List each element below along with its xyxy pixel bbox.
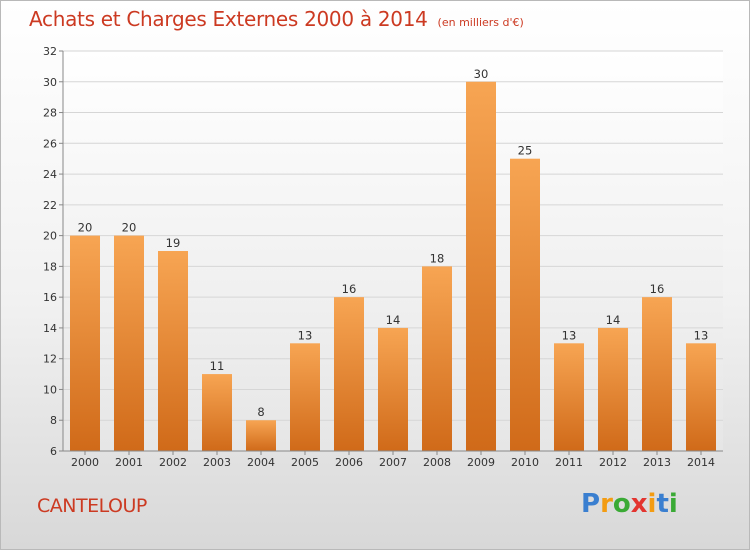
bar-value-label: 14 [386,313,401,327]
x-tick-label: 2014 [687,456,715,469]
bar-2014 [686,343,716,451]
bar-2012 [598,327,628,451]
bar-value-label: 30 [474,67,489,81]
chart-title: Achats et Charges Externes 2000 à 2014 (e… [29,7,524,31]
x-tick-label: 2010 [511,456,539,469]
logo-letter: i [668,489,678,519]
bar-value-label: 13 [562,328,577,342]
axes: 6 8 10 12 14 16 18 20 22 24 26 28 30 32 2000 2001 2002 20… [43,45,723,469]
bar-2009 [466,81,496,452]
x-tick-label: 2013 [643,456,671,469]
bar-2010 [510,158,540,451]
bar-value-label: 8 [257,405,264,419]
y-tick-label: 14 [43,322,57,335]
y-tick-label: 6 [50,445,57,458]
bar-value-label: 19 [166,236,181,250]
y-tick-label: 32 [43,45,57,58]
y-tick-label: 26 [43,137,57,150]
logo-letter: x [630,489,648,519]
y-tick-label: 10 [43,383,57,396]
x-tick-label: 2008 [423,456,451,469]
x-tick-label: 2007 [379,456,407,469]
x-tick-label: 2002 [159,456,187,469]
y-tick-label: 30 [43,76,57,89]
logo-letter: t [656,489,669,519]
bar-value-label: 16 [342,282,357,296]
bar-2000 [70,235,100,451]
y-tick-label: 12 [43,353,57,366]
bar-2002 [158,251,188,451]
x-tick-label: 2006 [335,456,363,469]
logo-letter: P [581,489,601,519]
bar-2011 [554,343,584,451]
x-tick-label: 2011 [555,456,583,469]
x-tick-label: 2012 [599,456,627,469]
y-tick-label: 16 [43,291,57,304]
bar-value-label: 20 [78,221,93,235]
chart-title-text: Achats et Charges Externes 2000 à 2014 [29,7,428,31]
logo-letter: r [600,489,613,519]
logo-letter: o [612,489,631,519]
y-tick-label: 28 [43,107,57,120]
logo-letter: i [647,489,657,519]
bar-2005 [290,343,320,451]
y-tick-label: 24 [43,168,57,181]
bar-value-label: 18 [430,251,445,265]
x-tick-label: 2000 [71,456,99,469]
bar-value-label: 16 [650,282,665,296]
bar-2006 [334,297,364,451]
x-tick-label: 2005 [291,456,319,469]
x-tick-label: 2001 [115,456,143,469]
y-tick-label: 22 [43,199,57,212]
bar-2013 [642,297,672,451]
x-tick-label: 2003 [203,456,231,469]
bar-2008 [422,266,452,451]
town-name: CANTELOUP [37,495,147,517]
bar-value-label: 14 [606,313,621,327]
bar-value-label: 25 [518,144,533,158]
bar-2003 [202,374,232,451]
y-tick-label: 18 [43,260,57,273]
bar-2001 [114,235,144,451]
bars: 20 20 19 11 8 13 16 14 18 30 25 13 14 16 13 [70,67,716,452]
bar-value-label: 20 [122,221,137,235]
proxiti-logo: Proxiti [581,489,678,519]
bar-value-label: 11 [210,359,225,373]
x-tick-label: 2004 [247,456,275,469]
bar-value-label: 13 [298,328,313,342]
bar-2004 [246,420,276,451]
x-tick-label: 2009 [467,456,495,469]
y-tick-label: 8 [50,414,57,427]
bar-2007 [378,327,408,451]
y-tick-label: 20 [43,230,57,243]
bar-value-label: 13 [694,328,709,342]
chart-unit-note: (en milliers d'€) [437,16,524,29]
